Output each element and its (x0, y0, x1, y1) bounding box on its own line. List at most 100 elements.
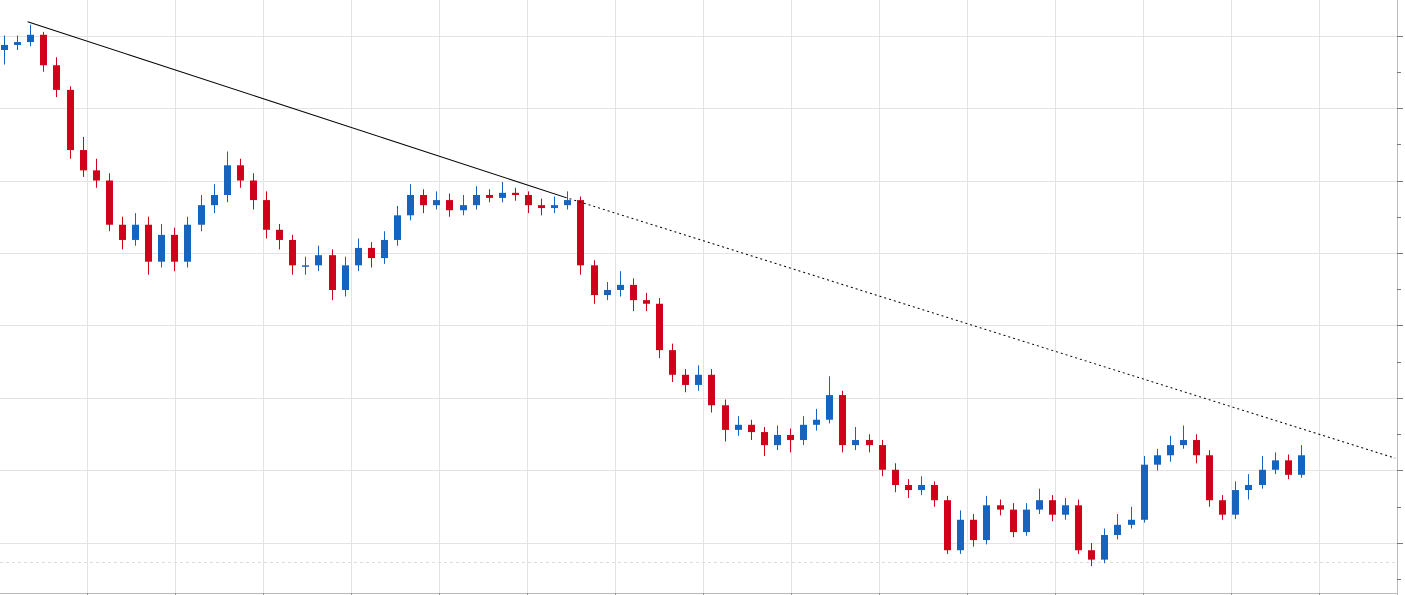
candle-body (656, 303, 663, 351)
candle-body (329, 255, 336, 290)
candle-body (643, 300, 650, 304)
candle-body (748, 424, 755, 433)
candle-body (407, 195, 414, 216)
candle-body (446, 200, 453, 211)
candle-body (93, 170, 100, 181)
candle-body (983, 505, 990, 541)
candle-body (1010, 509, 1017, 533)
candle-body (473, 195, 480, 206)
candle-body (1232, 490, 1239, 515)
candle-body (433, 200, 440, 206)
candle-body (839, 395, 846, 446)
candle-body (250, 180, 257, 201)
candle-body (1272, 460, 1279, 470)
candle-body (302, 265, 309, 267)
candle-body (1285, 460, 1292, 475)
candle-body (708, 374, 715, 406)
candle-body (512, 192, 519, 196)
candle-body (224, 165, 231, 196)
candle-body (276, 229, 283, 240)
candle-body (119, 224, 126, 240)
candle-body (27, 34, 34, 43)
candle-body (577, 200, 584, 266)
candle-body (931, 484, 938, 501)
candle-body (499, 192, 506, 198)
candle-body (538, 205, 545, 209)
candle-body (1167, 445, 1174, 456)
candle-body (198, 205, 205, 225)
candle-body (879, 445, 886, 470)
candle-body (866, 440, 873, 446)
candle-body (761, 432, 768, 446)
candle-body (14, 42, 21, 45)
candle-body (997, 505, 1004, 510)
candle-body (381, 239, 388, 259)
candle-body (617, 284, 624, 290)
candle-body (722, 405, 729, 430)
candle-body (944, 500, 951, 551)
candle-body (80, 150, 87, 171)
candle-body (1, 44, 8, 51)
candle-body (355, 247, 362, 266)
candle-body (420, 195, 427, 206)
candle-body (1128, 519, 1135, 525)
candle-body (1193, 440, 1200, 456)
candle-body (40, 34, 47, 66)
candle-body (486, 195, 493, 198)
candle-body (1298, 455, 1305, 475)
candle-body (158, 234, 165, 262)
candle-body (1049, 500, 1056, 515)
candle-body (171, 234, 178, 262)
candle-body (211, 195, 218, 206)
candle-body (394, 215, 401, 240)
candle-body (1075, 505, 1082, 551)
candle-body (551, 205, 558, 209)
candle-body (1101, 535, 1108, 560)
candle-body (1180, 440, 1187, 446)
candle-body (1023, 509, 1030, 533)
candle-body (1114, 524, 1121, 536)
trendline-projection (564, 196, 1396, 459)
candle-body (1036, 500, 1043, 510)
candle-body (800, 424, 807, 441)
candle-body (1219, 500, 1226, 515)
candle-body (460, 205, 467, 211)
candle-body (263, 200, 270, 230)
candle-body (970, 519, 977, 541)
candle-body (852, 440, 859, 446)
candle-body (53, 65, 60, 90)
candle-body (774, 434, 781, 446)
candle-body (1259, 469, 1266, 485)
candle-body (289, 239, 296, 266)
candle-body (368, 247, 375, 259)
candle-body (1141, 464, 1148, 520)
candle-body (315, 255, 322, 266)
candle-body (342, 265, 349, 290)
candle-body (525, 195, 532, 206)
candle-body (237, 165, 244, 181)
candle-body (132, 224, 139, 240)
trendline-solid (27, 21, 565, 198)
candle-body (1088, 550, 1095, 560)
candle-body (106, 180, 113, 225)
candle-body (67, 89, 74, 151)
candle-body (1154, 455, 1161, 465)
candle-body (905, 484, 912, 491)
candle-body (826, 395, 833, 420)
candle-body (1245, 484, 1252, 491)
candle-body (184, 224, 191, 262)
candle-body (787, 434, 794, 441)
candle-body (1206, 455, 1213, 501)
candle-body (892, 469, 899, 485)
candle-body (145, 224, 152, 262)
candle-body (630, 284, 637, 301)
candle-body (682, 374, 689, 385)
candle-body (604, 289, 611, 296)
candle-body (669, 350, 676, 375)
candle-body (695, 374, 702, 385)
candle-body (1062, 505, 1069, 515)
candle-body (957, 519, 964, 551)
candle-body (591, 265, 598, 296)
candle-body (735, 424, 742, 430)
